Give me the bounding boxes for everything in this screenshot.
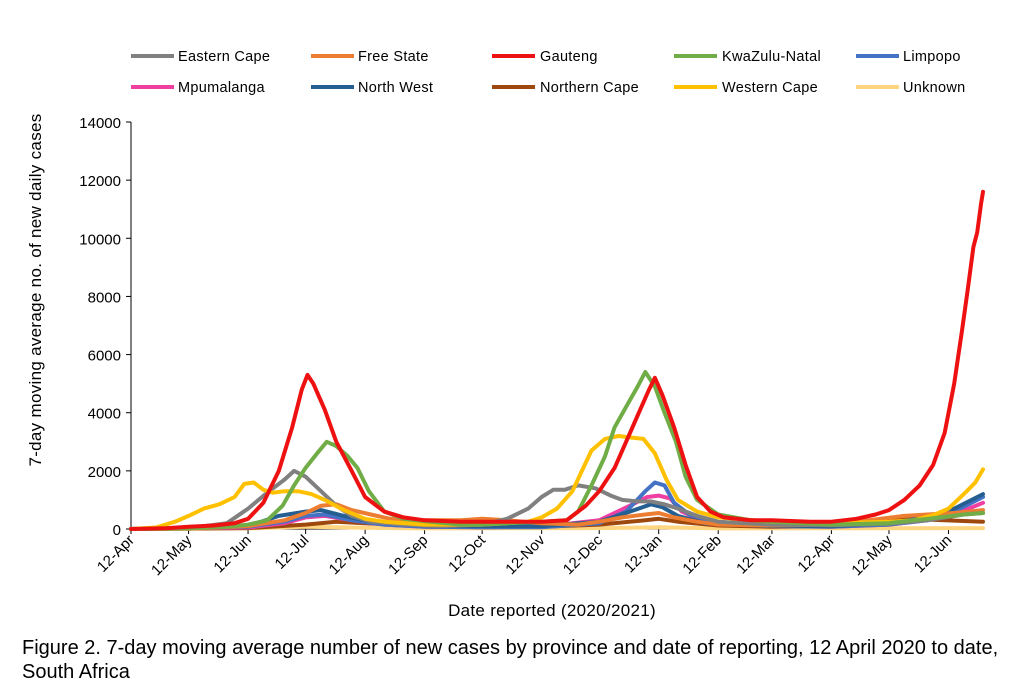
legend-entry: Mpumalanga: [131, 80, 265, 96]
y-tick-label: 12000: [79, 173, 121, 190]
chart-canvas: Eastern Cape Free State Gauteng KwaZulu-Nat…: [26, 49, 985, 620]
x-tick-label: 12-May: [148, 531, 196, 579]
x-tick-label: 12-Dec: [560, 531, 607, 578]
legend-label: Gauteng: [540, 49, 598, 65]
y-tick-label: 0: [113, 522, 121, 539]
legend-entry: Eastern Cape: [131, 49, 270, 65]
legend-entry: Unknown: [856, 80, 966, 96]
x-tick-label: 12-Jul: [272, 532, 313, 573]
legend: Eastern Cape Free State Gauteng KwaZulu-Nat…: [131, 49, 966, 96]
legend-label: Free State: [358, 49, 429, 65]
x-tick-label: 12-Aug: [326, 532, 372, 578]
legend-entry: KwaZulu-Natal: [674, 49, 821, 65]
legend-label: Eastern Cape: [178, 49, 270, 65]
legend-entry: North West: [311, 80, 433, 96]
y-tick-label: 2000: [88, 464, 121, 481]
x-tick-label: 12-Apr: [794, 532, 838, 576]
legend-label: Northern Cape: [540, 80, 639, 96]
series-line: [129, 468, 985, 531]
legend-entry: Free State: [311, 49, 429, 65]
y-tick-label: 8000: [88, 289, 121, 306]
plot-area: [129, 189, 985, 531]
x-axis-title: Date reported (2020/2021): [448, 601, 656, 620]
x-tick-label: 12-Jan: [621, 532, 665, 576]
x-tick-label: 12-Mar: [733, 532, 779, 578]
series-line: [129, 434, 985, 531]
legend-entry: Gauteng: [492, 49, 598, 65]
legend-entry: Western Cape: [674, 80, 818, 96]
legend-label: Limpopo: [903, 49, 961, 65]
y-tick-label: 6000: [88, 348, 121, 365]
legend-label: KwaZulu-Natal: [722, 49, 821, 65]
y-axis-title: 7-day moving average no. of new daily ca…: [26, 113, 45, 466]
figure-caption: Figure 2. 7-day moving average number of…: [22, 637, 999, 683]
legend-label: Unknown: [903, 80, 966, 96]
legend-label: Mpumalanga: [178, 80, 265, 96]
x-tick-label: 12-Feb: [679, 532, 725, 578]
x-tick-label: 12-Sep: [385, 532, 431, 578]
y-axis: 0 2000 4000 6000 8000 10000 12000 14000: [79, 115, 132, 539]
legend-label: Western Cape: [722, 80, 818, 96]
legend-label: North West: [358, 80, 433, 96]
legend-entry: Northern Cape: [492, 80, 639, 96]
series-line: [129, 189, 985, 531]
y-tick-label: 4000: [88, 406, 121, 423]
y-tick-label: 10000: [79, 231, 121, 248]
x-tick-label: 12-Jun: [210, 532, 254, 576]
x-tick-label: 12-May: [848, 531, 896, 579]
x-tick-label: 12-Oct: [445, 531, 489, 575]
x-tick-label: 12-Nov: [502, 531, 549, 578]
x-axis: 12-Apr 12-May 12-Jun 12-Jul 12-Aug 12-Sep 12-O…: [94, 528, 983, 579]
legend-entry: Limpopo: [856, 49, 961, 65]
y-tick-label: 14000: [79, 115, 121, 132]
x-tick-label: 12-Jun: [911, 532, 955, 576]
